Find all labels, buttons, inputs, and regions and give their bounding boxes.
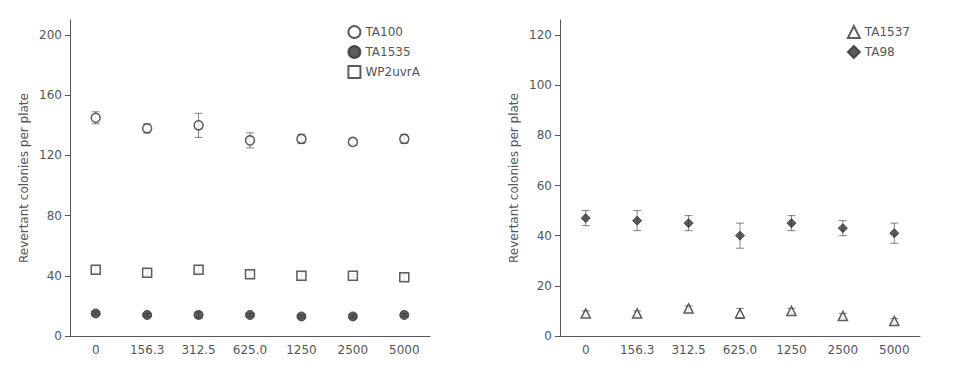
svg-text:156.3: 156.3: [620, 343, 654, 357]
svg-text:0: 0: [544, 329, 552, 343]
svg-text:0: 0: [582, 343, 590, 357]
svg-text:0: 0: [54, 329, 62, 343]
svg-text:TA98: TA98: [864, 45, 895, 59]
svg-text:40: 40: [537, 229, 552, 243]
svg-text:200: 200: [39, 28, 62, 42]
svg-text:0: 0: [92, 343, 100, 357]
svg-text:TA1537: TA1537: [864, 25, 910, 39]
svg-text:20: 20: [537, 279, 552, 293]
svg-text:625.0: 625.0: [233, 343, 267, 357]
svg-text:40: 40: [47, 269, 62, 283]
svg-text:Revertant colonies per plate: Revertant colonies per plate: [17, 93, 31, 263]
svg-text:120: 120: [529, 28, 552, 42]
svg-text:1250: 1250: [286, 343, 317, 357]
svg-text:WP2uvrA: WP2uvrA: [365, 65, 420, 79]
svg-text:TA100: TA100: [364, 25, 403, 39]
svg-text:5000: 5000: [389, 343, 420, 357]
svg-text:625.0: 625.0: [723, 343, 757, 357]
svg-text:80: 80: [47, 209, 62, 223]
svg-text:312.5: 312.5: [181, 343, 215, 357]
svg-text:2500: 2500: [338, 343, 369, 357]
svg-text:Revertant colonies per plate: Revertant colonies per plate: [507, 93, 521, 263]
svg-text:80: 80: [537, 128, 552, 142]
svg-text:2500: 2500: [828, 343, 859, 357]
svg-text:312.5: 312.5: [671, 343, 705, 357]
svg-text:100: 100: [529, 78, 552, 92]
svg-text:TA1535: TA1535: [364, 45, 410, 59]
svg-text:160: 160: [39, 88, 62, 102]
svg-text:156.3: 156.3: [130, 343, 164, 357]
svg-text:5000: 5000: [879, 343, 910, 357]
svg-text:60: 60: [537, 179, 552, 193]
svg-text:120: 120: [39, 148, 62, 162]
svg-text:1250: 1250: [776, 343, 807, 357]
